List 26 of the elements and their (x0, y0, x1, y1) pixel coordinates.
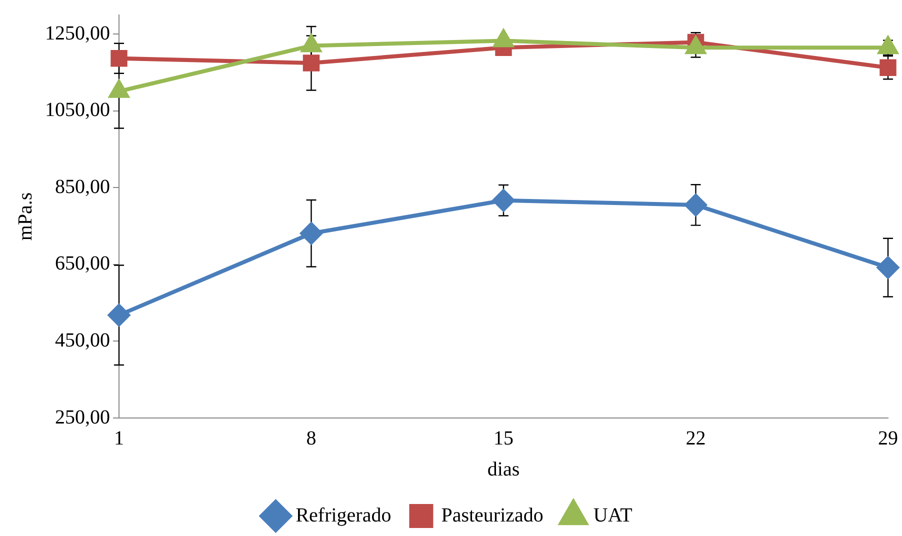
y-tick-label: 650,00 (55, 252, 110, 275)
point (301, 34, 322, 52)
point (686, 36, 706, 54)
point (494, 30, 514, 48)
x-tick-label: 22 (686, 427, 706, 450)
x-tick-label: 1 (114, 427, 124, 450)
x-tick-label: 15 (494, 427, 514, 450)
point (302, 54, 320, 72)
y-tick-label: 450,00 (55, 329, 110, 352)
point (878, 36, 898, 54)
legend-label: UAT (593, 504, 632, 526)
y-tick-label: 250,00 (55, 406, 110, 428)
legend-label: Refrigerado (296, 504, 392, 526)
x-tick-label: 8 (306, 427, 316, 450)
point (877, 256, 899, 279)
point (880, 59, 896, 76)
x-axis-title: dias (487, 458, 520, 480)
point (492, 189, 514, 212)
point (684, 194, 707, 216)
y-tick-label: 1250,00 (45, 22, 110, 44)
point (300, 222, 322, 244)
y-tick-label: 1050,00 (45, 99, 110, 122)
y-axis-title: mPa.s (14, 192, 36, 241)
y-tick-label: 850,00 (55, 176, 110, 198)
legend-label: Pasteurizado (441, 504, 544, 526)
x-tick-label: 29 (878, 427, 898, 450)
